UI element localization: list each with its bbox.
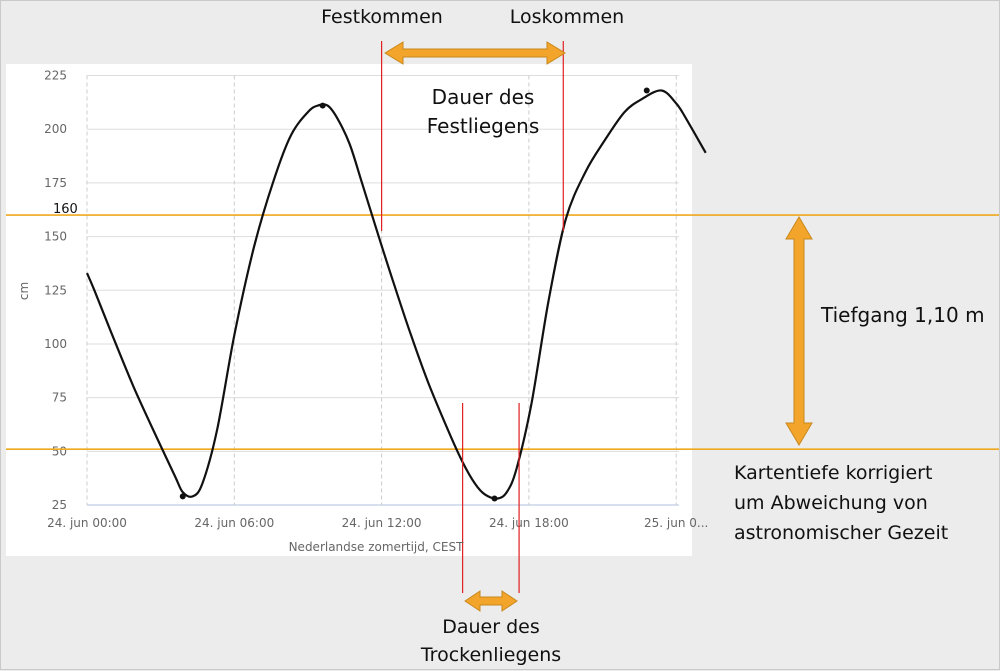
plot-panel — [6, 64, 692, 556]
x-tick-label: 25. jun 0... — [644, 516, 708, 530]
y-tick-label: 150 — [44, 230, 67, 244]
extremum-point — [179, 493, 186, 500]
y-tick-label: 100 — [44, 337, 67, 351]
festkommen-label: Festkommen — [321, 6, 443, 28]
kartentiefe-label-line2: um Abweichung von — [734, 492, 928, 514]
y-axis-title: cm — [17, 282, 31, 300]
y-tick-label: 200 — [44, 122, 67, 136]
festliegen-label-line2: Festliegens — [427, 114, 540, 138]
x-axis-title: Nederlandse zomertijd, CEST — [289, 540, 464, 554]
x-tick-label: 24. jun 12:00 — [342, 516, 422, 530]
y-tick-label: 175 — [44, 176, 67, 190]
kartentiefe-label-line3: astronomischer Gezeit — [734, 522, 948, 544]
labels: Festkommen Loskommen Dauer des Festliege… — [17, 6, 985, 666]
x-tick-label: 24. jun 00:00 — [47, 516, 127, 530]
extremum-point — [491, 495, 498, 502]
trockenliegen-double-arrow — [464, 590, 518, 612]
y-tick-label: 50 — [52, 444, 67, 458]
festliegen-label-line1: Dauer des — [432, 85, 535, 109]
x-tick-label: 24. jun 06:00 — [194, 516, 274, 530]
arrows — [384, 41, 813, 612]
trockenliegen-label-line2: Trockenliegens — [420, 644, 561, 666]
reference-lines: 160 — [6, 202, 999, 450]
event-lines — [381, 41, 564, 593]
loskommen-label: Loskommen — [510, 6, 624, 28]
y-tick-label: 225 — [44, 69, 67, 83]
tide-curve — [85, 87, 707, 502]
y-tick-label: 25 — [52, 498, 67, 512]
tiefgang-label: Tiefgang 1,10 m — [820, 303, 985, 327]
y-tick-label: 75 — [52, 391, 67, 405]
festliegen-double-arrow — [384, 41, 566, 65]
tide-series-line — [85, 89, 707, 500]
tiefgang-double-arrow — [785, 216, 813, 446]
extremum-point — [319, 102, 326, 109]
y-tick-label: 125 — [44, 283, 67, 297]
extremum-point — [643, 87, 650, 94]
reference-line-label: 160 — [53, 202, 78, 217]
trockenliegen-label-line1: Dauer des — [442, 616, 540, 638]
x-tick-label: 24. jun 18:00 — [489, 516, 569, 530]
kartentiefe-label-line1: Kartentiefe korrigiert — [734, 462, 932, 484]
